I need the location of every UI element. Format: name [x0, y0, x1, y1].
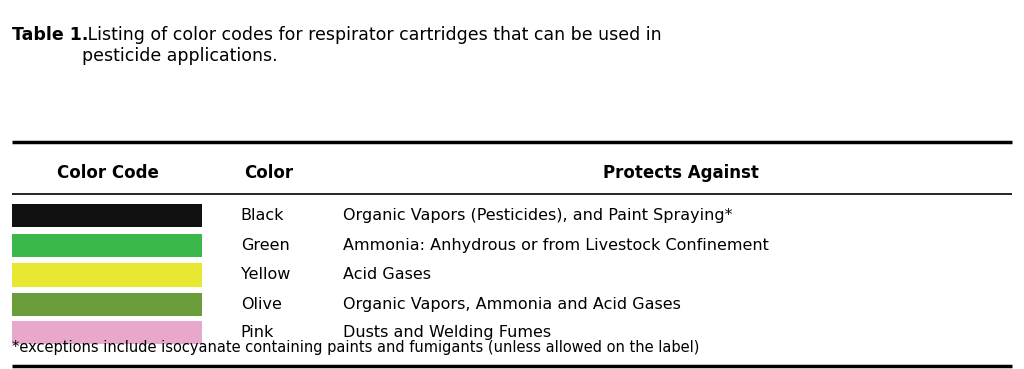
Text: Organic Vapors (Pesticides), and Paint Spraying*: Organic Vapors (Pesticides), and Paint S…	[343, 208, 732, 223]
Text: Organic Vapors, Ammonia and Acid Gases: Organic Vapors, Ammonia and Acid Gases	[343, 297, 681, 312]
Text: Dusts and Welding Fumes: Dusts and Welding Fumes	[343, 325, 551, 340]
Text: Table 1.: Table 1.	[12, 26, 89, 44]
Bar	[12, 234, 202, 257]
Text: Yellow: Yellow	[241, 268, 290, 282]
Text: Acid Gases: Acid Gases	[343, 268, 431, 282]
Text: Color: Color	[244, 164, 293, 182]
Text: Olive: Olive	[241, 297, 282, 312]
Text: Color Code: Color Code	[56, 164, 159, 182]
Bar	[12, 263, 202, 286]
Bar	[12, 293, 202, 316]
Bar	[12, 321, 202, 345]
Bar	[12, 204, 202, 227]
Text: *exceptions include isocyanate containing paints and fumigants (unless allowed o: *exceptions include isocyanate containin…	[12, 340, 699, 355]
Text: Protects Against: Protects Against	[603, 164, 759, 182]
Text: Ammonia: Anhydrous or from Livestock Confinement: Ammonia: Anhydrous or from Livestock Con…	[343, 238, 769, 253]
Text: Listing of color codes for respirator cartridges that can be used in
pesticide a: Listing of color codes for respirator ca…	[82, 26, 662, 65]
Text: Black: Black	[241, 208, 284, 223]
Text: Pink: Pink	[241, 325, 274, 340]
Text: Green: Green	[241, 238, 290, 253]
